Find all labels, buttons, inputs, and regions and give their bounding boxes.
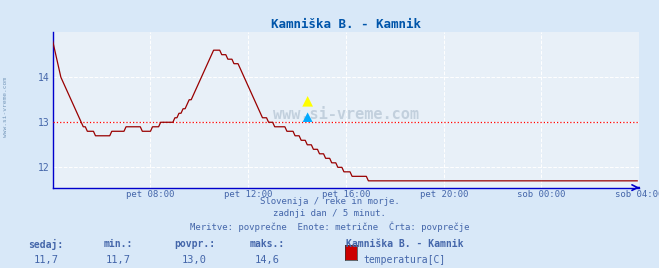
Text: 11,7: 11,7 <box>34 255 59 265</box>
Text: www.si-vreme.com: www.si-vreme.com <box>273 107 419 122</box>
Text: ◀: ◀ <box>301 95 315 106</box>
Text: povpr.:: povpr.: <box>174 239 215 249</box>
Text: temperatura[C]: temperatura[C] <box>363 255 445 265</box>
Text: sedaj:: sedaj: <box>28 239 64 250</box>
Text: Kamniška B. - Kamnik: Kamniška B. - Kamnik <box>346 239 463 249</box>
Text: 14,6: 14,6 <box>254 255 279 265</box>
Text: min.:: min.: <box>104 239 133 249</box>
Text: Meritve: povprečne  Enote: metrične  Črta: povprečje: Meritve: povprečne Enote: metrične Črta:… <box>190 221 469 232</box>
Text: Slovenija / reke in morje.: Slovenija / reke in morje. <box>260 197 399 206</box>
Text: 11,7: 11,7 <box>106 255 131 265</box>
Text: 13,0: 13,0 <box>182 255 207 265</box>
Text: ▶: ▶ <box>301 111 314 121</box>
Text: maks.:: maks.: <box>249 239 285 249</box>
Text: zadnji dan / 5 minut.: zadnji dan / 5 minut. <box>273 209 386 218</box>
Title: Kamniška B. - Kamnik: Kamniška B. - Kamnik <box>271 18 421 31</box>
Text: www.si-vreme.com: www.si-vreme.com <box>3 77 8 137</box>
